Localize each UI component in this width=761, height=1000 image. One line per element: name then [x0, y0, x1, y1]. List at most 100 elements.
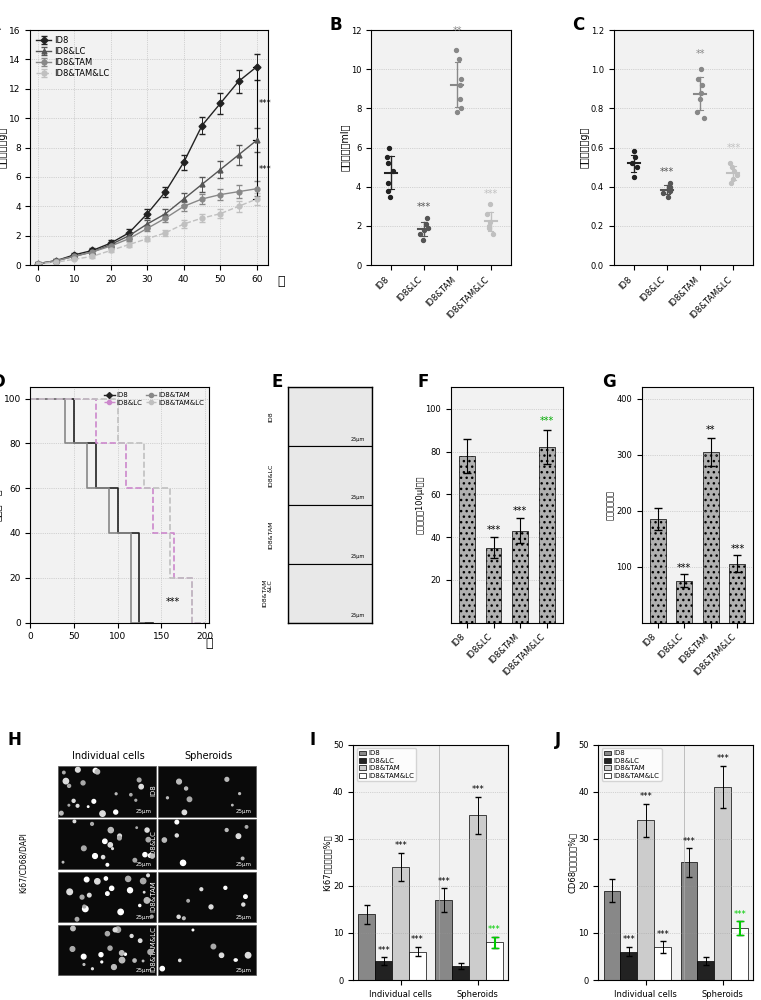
Point	[628, 143, 640, 159]
Circle shape	[62, 771, 65, 774]
Point	[384, 189, 396, 205]
Text: ID8&TAM
&LC: ID8&TAM &LC	[263, 579, 273, 607]
Text: ***: ***	[677, 563, 691, 573]
Text: ID8: ID8	[268, 412, 273, 422]
Bar	[158, 819, 256, 869]
Y-axis label: 存活（%）: 存活（%）	[0, 489, 2, 521]
ID8&TAM	[139, 617, 148, 629]
Point	[695, 61, 707, 77]
ID8&LC	[148, 527, 157, 539]
ID8	[69, 437, 78, 449]
Point	[384, 140, 396, 156]
ID8&TAM	[126, 617, 135, 629]
Text: D: D	[0, 373, 5, 391]
Point	[629, 149, 642, 165]
Circle shape	[183, 917, 185, 920]
Bar	[288, 446, 372, 505]
Circle shape	[187, 797, 192, 802]
Text: ***: ***	[471, 785, 484, 794]
Circle shape	[179, 959, 181, 962]
Text: ***: ***	[731, 544, 744, 554]
Text: 25μm: 25μm	[235, 968, 251, 973]
Circle shape	[80, 895, 84, 899]
ID8&TAM&LC	[26, 393, 35, 405]
Circle shape	[63, 778, 68, 784]
Point	[481, 206, 493, 222]
ID8&LC	[26, 393, 35, 405]
Legend: ID8, ID8&LC, ID8&TAM, ID8&TAM&LC: ID8, ID8&LC, ID8&TAM, ID8&TAM&LC	[357, 748, 416, 781]
Text: ***: ***	[483, 189, 498, 199]
Point	[419, 222, 431, 238]
Circle shape	[219, 953, 224, 957]
Point	[451, 42, 463, 58]
Circle shape	[100, 811, 105, 816]
Circle shape	[147, 874, 149, 877]
Bar	[288, 387, 372, 446]
Bar	[288, 505, 372, 564]
Point	[664, 175, 676, 191]
Text: 25μm: 25μm	[351, 554, 365, 559]
Point	[664, 183, 677, 199]
Text: ***: ***	[726, 143, 740, 153]
Point	[455, 71, 467, 87]
Circle shape	[236, 834, 240, 838]
Point	[662, 181, 674, 197]
Circle shape	[135, 799, 137, 801]
Bar	[59, 925, 156, 975]
Point	[453, 51, 465, 67]
Text: ***: ***	[259, 99, 272, 108]
Text: ID8: ID8	[50, 784, 56, 796]
ID8&TAM&LC	[200, 617, 209, 629]
Circle shape	[160, 966, 164, 971]
Bar	[452, 966, 469, 980]
Circle shape	[139, 939, 142, 942]
ID8	[69, 393, 78, 405]
Point	[696, 77, 708, 93]
Circle shape	[124, 953, 126, 955]
ID8&TAM&LC	[187, 572, 196, 584]
Text: ID8&TAM: ID8&TAM	[50, 880, 56, 912]
Line: ID8&TAM: ID8&TAM	[30, 399, 144, 623]
Circle shape	[137, 778, 141, 782]
Circle shape	[81, 846, 86, 851]
Text: ***: ***	[488, 925, 501, 934]
Point	[692, 71, 704, 87]
Text: ***: ***	[622, 935, 635, 944]
Text: ID8&TAM: ID8&TAM	[150, 880, 156, 912]
Text: C: C	[572, 16, 584, 34]
Point	[454, 91, 466, 107]
Circle shape	[82, 906, 88, 912]
ID8&TAM	[104, 482, 113, 494]
Circle shape	[104, 877, 107, 880]
Circle shape	[113, 928, 117, 932]
ID8&LC	[170, 572, 179, 584]
ID8&TAM&LC	[139, 482, 148, 494]
Y-axis label: 体重增加（g）: 体重增加（g）	[0, 127, 8, 168]
Point	[422, 220, 434, 236]
Text: ***: ***	[259, 165, 272, 174]
Circle shape	[108, 946, 112, 950]
Text: ID8&LC: ID8&LC	[50, 830, 56, 856]
ID8&LC	[187, 617, 196, 629]
Circle shape	[71, 926, 75, 931]
Circle shape	[95, 769, 100, 774]
Circle shape	[175, 834, 178, 837]
Y-axis label: 细胞数／球体: 细胞数／球体	[606, 490, 615, 520]
Text: ID8&TAM&LC: ID8&TAM&LC	[50, 926, 56, 972]
Text: ***: ***	[639, 792, 652, 801]
Text: ID8&TAM: ID8&TAM	[268, 520, 273, 549]
Text: 25μm: 25μm	[235, 809, 251, 814]
Point	[482, 220, 495, 236]
Circle shape	[244, 895, 247, 898]
Point	[420, 216, 432, 232]
ID8&LC	[170, 527, 179, 539]
Circle shape	[200, 888, 202, 891]
Circle shape	[83, 905, 86, 908]
Text: ID8&LC: ID8&LC	[150, 830, 156, 856]
Circle shape	[235, 959, 237, 961]
Point	[382, 183, 394, 199]
Circle shape	[67, 889, 72, 895]
Circle shape	[167, 797, 168, 799]
ID8&TAM	[82, 482, 91, 494]
Circle shape	[91, 823, 94, 825]
